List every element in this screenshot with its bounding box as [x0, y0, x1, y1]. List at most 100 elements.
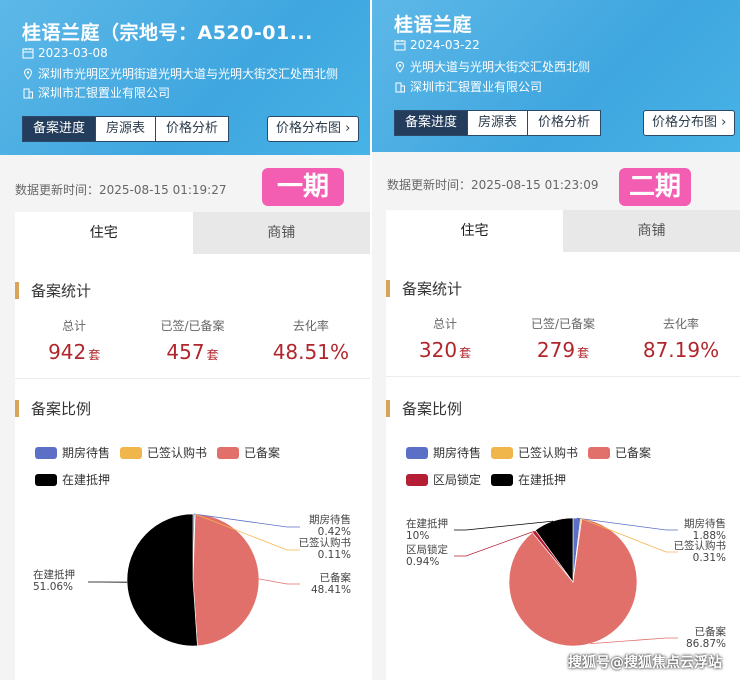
- legend-swatch: [491, 473, 514, 486]
- pie-legend: 期房待售 已签认购书 已备案区局锁定 在建抵押: [406, 444, 740, 498]
- legend-swatch: [120, 446, 143, 459]
- project-address: 深圳市光明区光明街道光明大道与光明大街交汇处西北侧: [38, 67, 339, 81]
- location-pin-icon: [23, 68, 33, 80]
- stat-unit: 套: [459, 346, 472, 360]
- stat-label: 去化率: [662, 317, 699, 331]
- location-pin-icon: [395, 61, 405, 73]
- stat-unit: 套: [88, 348, 101, 362]
- pie-label-leader: [194, 513, 300, 551]
- tab-price-analysis[interactable]: 价格分析: [538, 115, 591, 130]
- stat-label: 总计: [62, 319, 87, 333]
- tab-filing-progress[interactable]: 备案进度: [395, 111, 469, 135]
- stat-number: 942: [48, 340, 87, 364]
- stat-unit: 套: [206, 348, 219, 362]
- filing-ratio-title: 备案比例: [31, 400, 92, 418]
- pie-label-leader: [454, 520, 554, 531]
- pie-slice-label: 0.11%: [318, 549, 351, 561]
- calendar-icon: [22, 48, 34, 59]
- legend-label: 已签认购书: [147, 446, 208, 460]
- legend-swatch: [406, 446, 428, 459]
- price-distribution-button[interactable]: 价格分布图 ›: [267, 116, 360, 142]
- address-row: 光明大道与光明大街交汇处西北侧: [394, 58, 590, 75]
- stat-value: 457 套: [133, 340, 251, 364]
- project-header: 桂语兰庭（宗地号：A520-01... 2023-03-08 深圳市光明区光明街…: [0, 0, 370, 155]
- update-value: 2025-08-15 01:19:27: [99, 183, 227, 197]
- stat-label: 去化率: [292, 319, 329, 333]
- legend-swatch: [491, 446, 514, 459]
- pie-legend: 期房待售 已签认购书 已备案在建抵押: [35, 444, 370, 498]
- pie-slice[interactable]: [126, 513, 198, 647]
- stat-number: 87.19%: [642, 338, 720, 362]
- pie-label-leader: [581, 518, 678, 553]
- pie-slice-label: 已签认购书: [674, 539, 727, 552]
- project-date: 2023-03-08: [38, 46, 108, 60]
- project-developer: 深圳市汇银置业有限公司: [410, 80, 543, 94]
- stat-number: 457: [166, 340, 205, 364]
- legend-item[interactable]: 已签认购书: [120, 444, 207, 461]
- legend-label: 区局锁定: [433, 473, 482, 487]
- pie-slice[interactable]: [192, 513, 260, 647]
- stat-value: 279 套: [504, 338, 622, 362]
- stat-number: 48.51%: [272, 340, 349, 364]
- update-label: 数据更新时间：: [15, 183, 100, 197]
- legend-swatch: [35, 473, 57, 486]
- pie-chart: 期房待售 0.42% 已签认购书 0.11% 已备案 48.41% 在建抵押 51.06%: [15, 482, 370, 680]
- property-type-tabs: 住宅 商铺: [15, 212, 370, 254]
- pie-slice-label: 已签认购书: [299, 536, 352, 549]
- legend-label: 已备案: [244, 446, 281, 460]
- legend-item[interactable]: 在建抵押: [491, 471, 566, 488]
- price-distribution-button[interactable]: 价格分布图 ›: [643, 110, 736, 136]
- filing-stats-heading: 备案统计: [15, 280, 91, 301]
- tab-price-analysis[interactable]: 价格分析: [166, 121, 219, 136]
- watermark: 搜狐号@搜狐焦点云浮站: [568, 655, 722, 671]
- legend-item[interactable]: 已签认购书: [491, 444, 578, 461]
- pie-slice-label: 51.06%: [33, 581, 73, 593]
- date-row: 2023-03-08: [22, 46, 108, 60]
- pie-label-leader: [193, 513, 300, 528]
- legend-item[interactable]: 已备案: [217, 444, 280, 461]
- tab-commercial[interactable]: 商铺: [192, 212, 370, 254]
- stat-total: 总计 942 套: [15, 317, 133, 364]
- phase-2-panel: 桂语兰庭 2024-03-22 光明大道与光明大街交汇处西北侧 深圳市汇银置业有…: [372, 0, 740, 680]
- tab-residential[interactable]: 住宅: [386, 210, 563, 252]
- pie-slice-label: 区局锁定: [406, 543, 448, 556]
- legend-item[interactable]: 期房待售: [406, 444, 481, 461]
- stat-value: 87.19%: [622, 338, 740, 362]
- legend-label: 已备案: [615, 446, 652, 460]
- filing-stats: 总计 320 套 已签/已备案 279 套 去化率 87.19%: [386, 315, 740, 362]
- divider: [15, 378, 370, 379]
- stat-label: 总计: [432, 317, 457, 331]
- phase-badge: 一期: [262, 168, 344, 206]
- developer-row: 深圳市汇银置业有限公司: [22, 84, 170, 101]
- heading-accent-bar: [15, 282, 19, 299]
- stats-card: 住宅 商铺 备案统计 总计 320 套 已签/已备案 279 套 去化率 87.19% 备…: [386, 210, 740, 680]
- tab-residential[interactable]: 住宅: [15, 212, 193, 254]
- stat-value: 48.51%: [252, 340, 370, 364]
- legend-item[interactable]: 已备案: [588, 444, 651, 461]
- legend-item[interactable]: 在建抵押: [35, 471, 110, 488]
- stat-signed: 已签/已备案 279 套: [504, 315, 622, 362]
- pie-label-leader: [590, 637, 678, 644]
- tab-commercial[interactable]: 商铺: [563, 210, 740, 252]
- pie-slice-label: 0.94%: [406, 556, 439, 568]
- pie-slice-label: 1.88%: [693, 530, 726, 542]
- filing-ratio-heading: 备案比例: [15, 398, 91, 419]
- pie-slice-label: 已备案: [695, 625, 727, 638]
- developer-row: 深圳市汇银置业有限公司: [394, 78, 542, 95]
- heading-accent-bar: [15, 400, 19, 417]
- project-date: 2024-03-22: [410, 38, 480, 52]
- tab-unit-list[interactable]: 房源表: [96, 117, 157, 141]
- filing-stats-heading: 备案统计: [386, 278, 462, 299]
- pie-chart: 期房待售 1.88% 已签认购书 0.31% 已备案 86.87% 在建抵押 10% 区局锁定 0…: [386, 510, 740, 680]
- filing-ratio-title: 备案比例: [402, 400, 463, 418]
- phase-1-panel: 桂语兰庭（宗地号：A520-01... 2023-03-08 深圳市光明区光明街…: [0, 0, 370, 680]
- tab-filing-progress[interactable]: 备案进度: [23, 117, 97, 141]
- tab-unit-list[interactable]: 房源表: [468, 111, 529, 135]
- stat-number: 320: [418, 338, 458, 362]
- update-time: 数据更新时间：2025-08-15 01:19:27: [15, 181, 226, 198]
- pie-label-leader: [258, 578, 300, 585]
- filing-stats-title: 备案统计: [402, 280, 463, 298]
- pie-slice[interactable]: [534, 517, 574, 583]
- legend-item[interactable]: 区局锁定: [406, 471, 481, 488]
- legend-item[interactable]: 期房待售: [35, 444, 110, 461]
